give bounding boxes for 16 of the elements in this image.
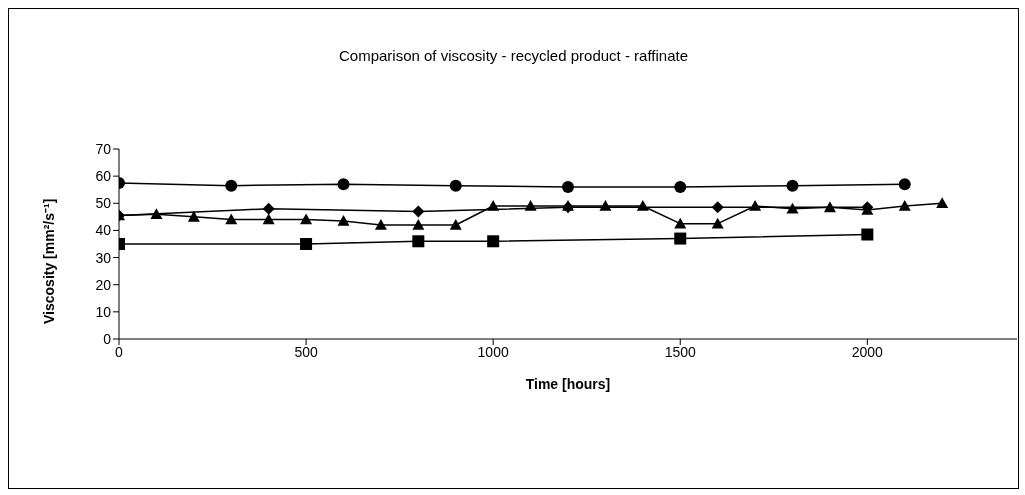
- y-tick-label: 50: [95, 195, 112, 212]
- y-tick-label: 0: [103, 330, 112, 347]
- x-tick-label: 2000: [851, 343, 884, 360]
- x-tick-label: 500: [294, 343, 318, 360]
- y-tick-label: 60: [95, 168, 112, 185]
- y-tick-label: 40: [95, 222, 112, 239]
- y-tick-label: 30: [95, 249, 112, 266]
- x-tick-label: 0: [115, 343, 124, 360]
- y-tick-label: 70: [95, 140, 112, 157]
- x-tick-label: 1500: [664, 343, 697, 360]
- x-axis-title: Time [hours]: [525, 376, 611, 392]
- y-axis-title: Viscosity [mm²/s⁻¹]: [40, 198, 57, 324]
- chart-title: Comparison of viscosity - recycled product - raffinate: [338, 47, 689, 64]
- y-tick-label: 20: [95, 276, 112, 293]
- x-tick-label: 1000: [477, 343, 509, 360]
- y-tick-label: 10: [95, 303, 112, 320]
